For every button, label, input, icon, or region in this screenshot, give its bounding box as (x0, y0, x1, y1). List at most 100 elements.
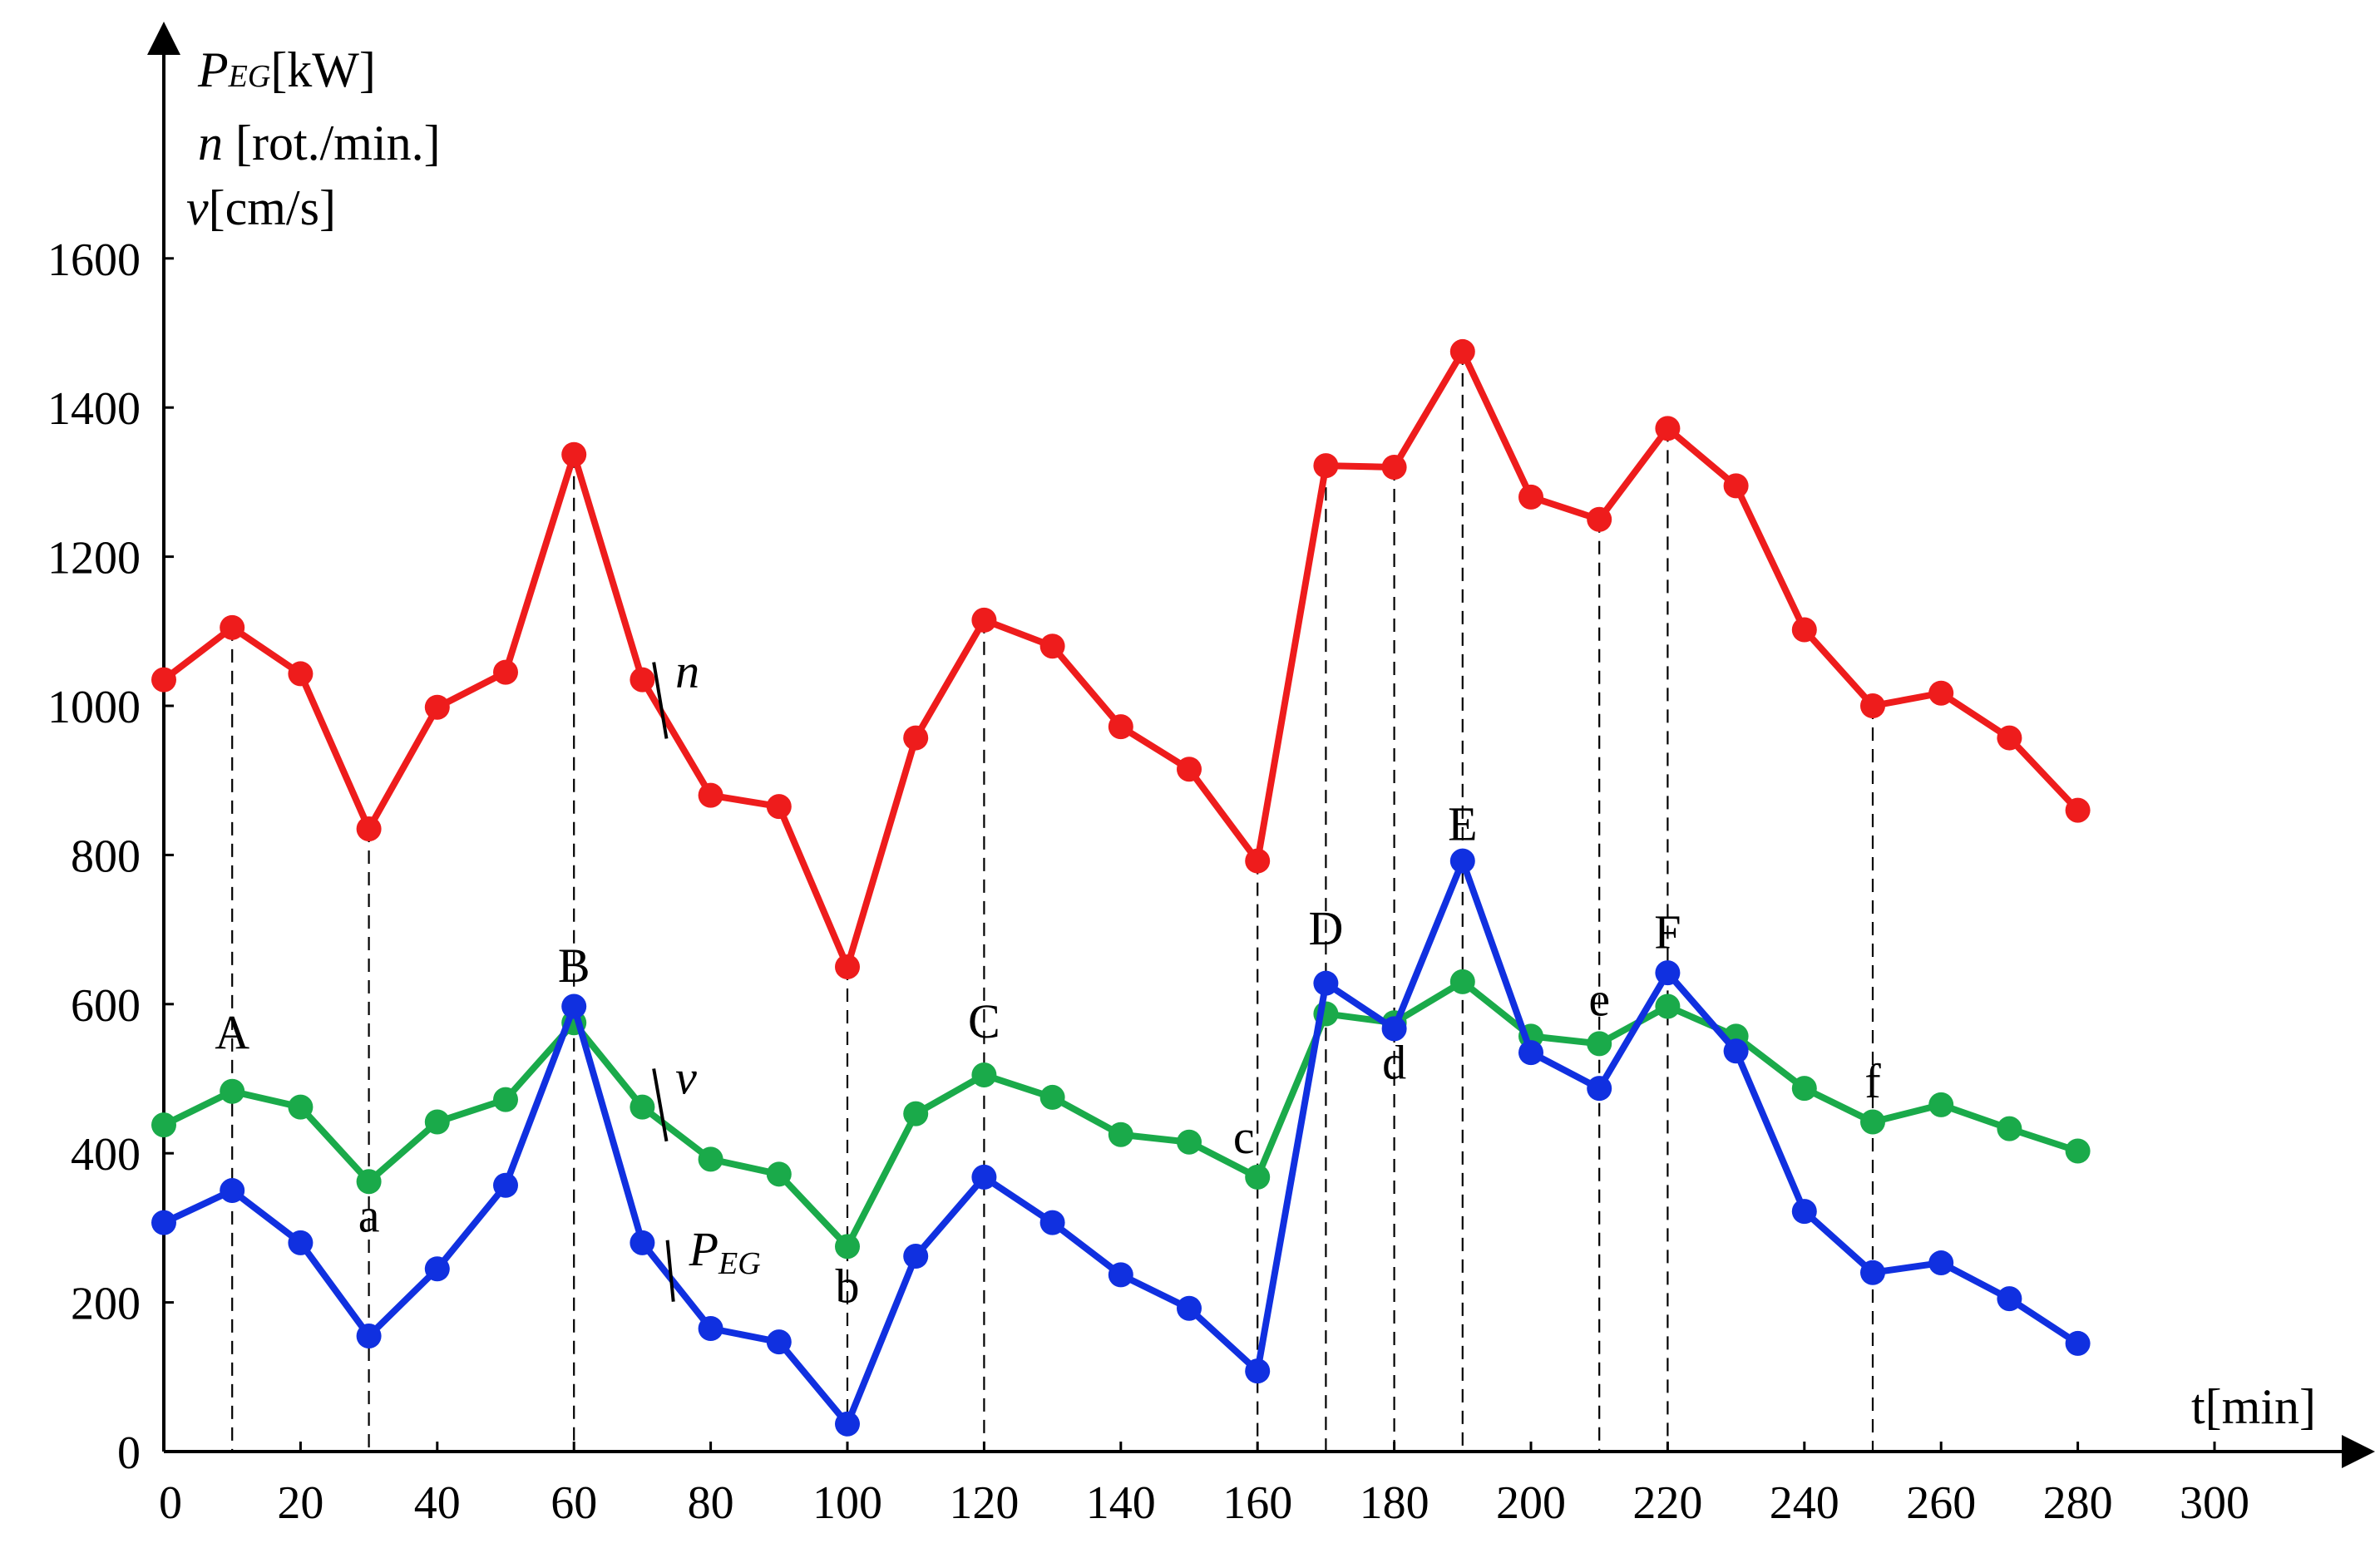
series-line-n (161, 348, 2081, 970)
data-point-n (903, 725, 929, 751)
data-point-peg (220, 1178, 245, 1204)
data-point-n (1860, 693, 1885, 718)
x-tick-label: 240 (1770, 1477, 1839, 1529)
data-point-n (766, 794, 792, 820)
annotation-label-F: F (1654, 905, 1681, 959)
annotation-label-D: D (1308, 901, 1343, 955)
y-axis-label-v-symbol: v (186, 180, 209, 235)
y-tick-label: 1000 (47, 682, 141, 733)
data-point-peg (1449, 848, 1475, 874)
annotation-label-a: a (358, 1188, 380, 1242)
data-point-n (288, 661, 314, 687)
data-point-peg (2065, 1330, 2091, 1356)
y-axis-label-peg-subscript: EG (228, 59, 271, 94)
data-point-n (1928, 680, 1954, 706)
data-point-n (630, 667, 655, 693)
series-label-n: n (652, 644, 699, 739)
data-point-v (1928, 1092, 1954, 1117)
series-label-text: PEG (689, 1222, 761, 1281)
series-label-symbol: v (675, 1050, 697, 1104)
x-tick-label: 200 (1496, 1477, 1566, 1529)
series-line-v (162, 978, 2079, 1250)
data-point-peg (698, 1315, 723, 1341)
data-point-n (1655, 416, 1681, 441)
data-point-n (151, 667, 176, 693)
data-point-v (903, 1101, 929, 1126)
data-point-peg (356, 1323, 382, 1348)
data-point-v (1655, 993, 1681, 1019)
data-point-peg (903, 1243, 929, 1269)
series-label-text: v (675, 1050, 697, 1104)
x-tick-label: 80 (688, 1477, 734, 1529)
annotation-label-d: d (1382, 1036, 1406, 1090)
y-tick-label: 200 (71, 1279, 141, 1330)
series-layer (151, 338, 2091, 1437)
data-point-v (1245, 1164, 1271, 1190)
data-point-peg (1381, 1016, 1407, 1042)
x-tick-label: 140 (1086, 1477, 1156, 1529)
series-label-v: v (652, 1050, 697, 1142)
data-point-n (1245, 848, 1271, 874)
data-point-v (1860, 1109, 1885, 1135)
data-point-v (220, 1078, 245, 1104)
x-tick-label: 160 (1222, 1477, 1292, 1529)
annotation-label-C: C (968, 994, 1000, 1048)
annotation-label-A: A (215, 1006, 249, 1060)
y-axis-label-peg-unit: [kW] (270, 42, 376, 97)
x-tick-label: 20 (277, 1477, 323, 1529)
x-tick-label: 120 (949, 1477, 1019, 1529)
x-tick-label: 40 (414, 1477, 461, 1529)
data-point-n (220, 614, 245, 640)
data-point-n (561, 441, 587, 467)
x-axis-label: t[min] (2191, 1379, 2316, 1434)
data-point-n (356, 816, 382, 842)
series-labels: n v PEG (652, 644, 761, 1302)
x-tick-label: 100 (812, 1477, 882, 1529)
data-point-n (493, 659, 518, 685)
data-point-peg (1587, 1076, 1612, 1102)
x-axis-ticks: 0 20 40 60 80 100 120 140 160 180 200 220 240 260 280 3… (159, 1442, 2249, 1529)
y-axis-ticks: 0 200 400 600 800 1000 1200 1400 1600 (47, 234, 174, 1479)
data-point-peg (1860, 1260, 1885, 1285)
y-axis-label-peg: PEG[kW] (197, 42, 376, 97)
x-tick-label: 0 (159, 1477, 182, 1529)
series-label-symbol: P (689, 1222, 718, 1276)
data-point-n (1108, 714, 1133, 740)
data-point-v (835, 1234, 860, 1260)
y-axis-label-n: n [rot./min.] (198, 116, 441, 170)
data-point-peg (493, 1172, 518, 1198)
data-point-v (1791, 1076, 1817, 1102)
data-point-v (1039, 1084, 1065, 1110)
y-tick-label: 800 (71, 831, 141, 882)
data-point-n (1723, 473, 1749, 499)
data-point-v (356, 1169, 382, 1195)
data-point-n (835, 954, 860, 979)
data-point-peg (288, 1230, 314, 1255)
y-axis-label-peg-symbol: P (197, 42, 229, 97)
y-tick-label: 1200 (47, 533, 141, 584)
data-point-n (1449, 338, 1475, 364)
data-point-n (1177, 757, 1202, 782)
data-point-peg (835, 1411, 860, 1437)
data-point-peg (1313, 970, 1339, 996)
data-point-v (971, 1062, 997, 1088)
y-tick-label: 600 (71, 980, 141, 1032)
data-point-peg (766, 1329, 792, 1355)
series-label-symbol: n (675, 644, 699, 698)
y-tick-label: 1600 (47, 234, 141, 286)
series-label-pointer (652, 662, 669, 739)
x-tick-label: 180 (1360, 1477, 1429, 1529)
data-point-n (1313, 453, 1339, 479)
data-point-v (698, 1146, 723, 1172)
data-point-n (971, 607, 997, 633)
data-point-peg (630, 1230, 655, 1255)
data-point-n (1791, 617, 1817, 643)
data-point-n (698, 782, 723, 808)
x-tick-label: 280 (2043, 1477, 2113, 1529)
series-label-text: n (675, 644, 699, 698)
data-point-v (493, 1087, 518, 1112)
data-point-n (424, 694, 450, 720)
data-point-peg (971, 1164, 997, 1190)
series-label-pointer (665, 1240, 675, 1302)
